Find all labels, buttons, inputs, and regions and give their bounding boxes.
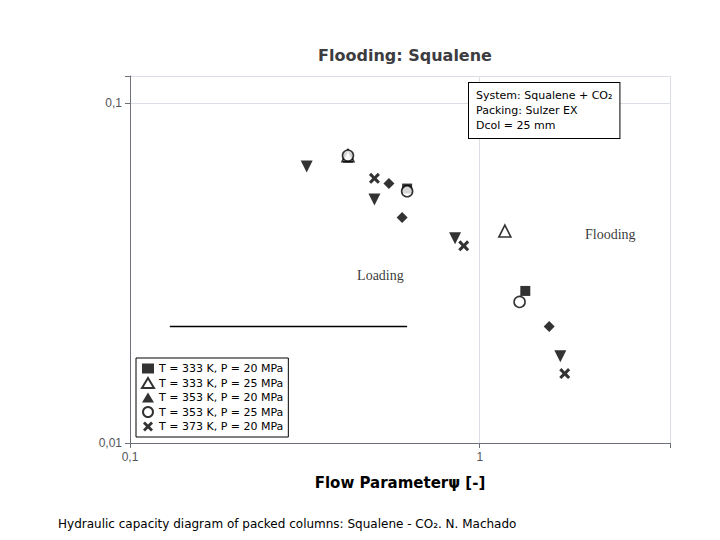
- svg-text:Loading: Loading: [357, 268, 404, 283]
- svg-text:Flooding: Squalene: Flooding: Squalene: [318, 46, 492, 65]
- svg-text:T = 353 K, P = 20 MPa: T = 353 K, P = 20 MPa: [158, 391, 283, 404]
- svg-text:Dcol = 25 mm: Dcol = 25 mm: [476, 119, 555, 132]
- svg-text:Flow Parameterψ [-]: Flow Parameterψ [-]: [315, 474, 486, 492]
- svg-text:0,1: 0,1: [105, 96, 122, 110]
- svg-text:1: 1: [476, 450, 483, 464]
- svg-text:Packing: Sulzer EX: Packing: Sulzer EX: [476, 104, 578, 117]
- svg-text:T = 333 K, P = 20 MPa: T = 333 K, P = 20 MPa: [158, 362, 283, 375]
- svg-text:T = 353 K, P = 25 MPa: T = 353 K, P = 25 MPa: [158, 406, 283, 419]
- svg-text:T = 333 K, P = 25 MPa: T = 333 K, P = 25 MPa: [158, 377, 283, 390]
- svg-text:T = 373 K, P = 20 MPa: T = 373 K, P = 20 MPa: [158, 420, 283, 433]
- svg-text:System: Squalene + CO₂: System: Squalene + CO₂: [476, 89, 612, 102]
- svg-text:Flooding: Flooding: [585, 227, 636, 242]
- svg-text:Hydraulic capacity diagram of: Hydraulic capacity diagram of packed col…: [58, 517, 516, 531]
- svg-text:0,01: 0,01: [99, 436, 123, 450]
- svg-text:0,1: 0,1: [122, 450, 139, 464]
